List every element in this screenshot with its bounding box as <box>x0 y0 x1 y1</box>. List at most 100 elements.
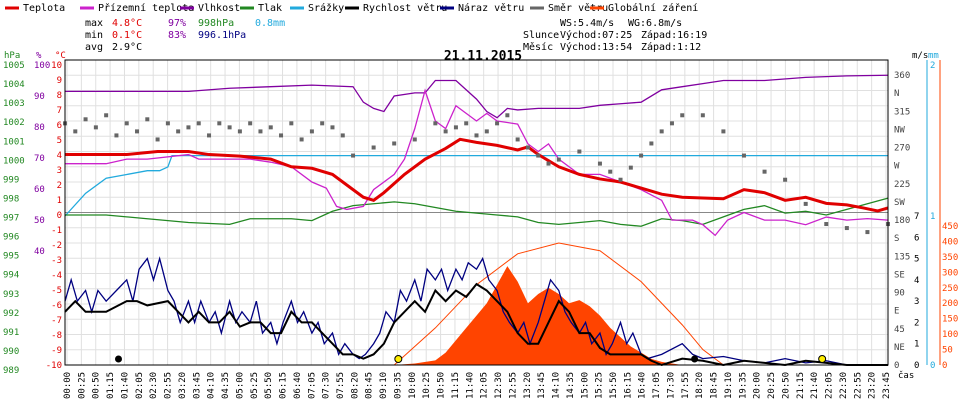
x-tick-57: 23:45 <box>882 372 892 399</box>
x-tick-34: 14:10 <box>552 372 562 399</box>
dir-point-48 <box>618 177 623 182</box>
tick-dir-14: 45 <box>894 325 905 335</box>
dir-point-39 <box>505 113 510 118</box>
tick-pct-5: 50 <box>34 216 45 226</box>
dir-point-43 <box>546 161 551 166</box>
dir-point-6 <box>124 121 129 126</box>
tick-hpa-1: 1004 <box>3 80 25 90</box>
tick-dir-4: 270 <box>894 144 910 154</box>
tick-c-9: 1 <box>57 196 62 206</box>
dir-point-33 <box>443 129 448 134</box>
tick-ms-0: 7 <box>914 212 919 222</box>
info-sun-set: Západ:16:19 <box>641 29 707 41</box>
legend-label-3: Tlak <box>258 3 282 14</box>
tick-c-8: 2 <box>57 181 62 191</box>
tick-c-0: 10 <box>51 61 62 71</box>
axes: 1005100410031002100110009999989979969959… <box>3 60 958 376</box>
axis-unit-mm: mm <box>928 51 939 61</box>
dir-point-41 <box>525 145 530 150</box>
tick-hpa-0: 1005 <box>3 61 25 71</box>
tick-rad-8: 50 <box>942 346 953 356</box>
tick-dir-7: SW <box>894 198 905 208</box>
x-tick-13: 05:25 <box>250 372 260 399</box>
tick-rad-2: 350 <box>942 253 958 263</box>
x-tick-55: 22:55 <box>853 372 863 399</box>
dir-point-29 <box>371 145 376 150</box>
x-tick-7: 02:55 <box>164 372 174 399</box>
x-tick-51: 21:15 <box>796 372 806 399</box>
dir-point-31 <box>412 137 417 142</box>
tick-mm-1: 1 <box>930 212 935 222</box>
tick-dir-11: SE <box>894 270 905 280</box>
tick-c-10: 0 <box>57 211 62 221</box>
tick-c-18: -8 <box>51 331 62 341</box>
axis-unit-hpa: hPa <box>4 51 20 61</box>
tick-c-13: -3 <box>51 256 62 266</box>
tick-hpa-5: 1000 <box>3 156 25 166</box>
tick-dir-3: NW <box>894 125 905 135</box>
series-sm-r-v-tru <box>63 113 890 235</box>
axis-unit-pct: % <box>36 51 42 61</box>
dir-point-59 <box>783 177 788 182</box>
axis-unit-c: °C <box>55 51 66 61</box>
info-wg: WG:6.8m/s <box>628 18 682 29</box>
dir-point-37 <box>484 129 489 134</box>
tick-hpa-16: 989 <box>3 366 19 376</box>
series-n-raz-v-tru <box>64 256 888 366</box>
tick-rad-3: 300 <box>942 268 958 278</box>
x-tick-35: 14:35 <box>566 372 576 399</box>
series-teplota <box>65 137 889 213</box>
dir-point-30 <box>392 141 397 146</box>
x-tick-54: 22:30 <box>839 372 849 399</box>
info-moon-label: Měsíc <box>523 41 553 53</box>
tick-dir-5: W <box>894 162 900 172</box>
x-tick-46: 19:10 <box>724 372 734 399</box>
x-tick-16: 06:40 <box>293 372 303 399</box>
tick-dir-15: NE <box>894 343 905 353</box>
x-tick-29: 12:05 <box>480 372 490 399</box>
dir-point-58 <box>762 169 767 174</box>
tick-hpa-6: 999 <box>3 175 19 185</box>
tick-c-16: -6 <box>51 301 62 311</box>
x-tick-44: 18:20 <box>695 372 705 399</box>
stats-min-press: 996.1hPa <box>198 30 246 41</box>
x-tick-42: 17:30 <box>666 372 676 399</box>
dir-point-49 <box>628 165 633 170</box>
x-tick-41: 17:05 <box>652 372 662 399</box>
tick-hpa-9: 996 <box>3 233 19 243</box>
legend: Teplota Přízemní teplota Vlhkost Tlak Srážky… <box>5 2 698 14</box>
tick-ms-1: 6 <box>914 233 919 243</box>
x-tick-17: 07:05 <box>307 372 317 399</box>
x-tick-0: 00:00 <box>63 372 73 399</box>
dir-point-20 <box>268 125 273 130</box>
tick-c-20: -10 <box>46 361 62 371</box>
info-moon-set: Západ:1:12 <box>641 41 701 53</box>
tick-rad-6: 150 <box>942 315 958 325</box>
dir-point-60 <box>803 201 808 206</box>
dir-point-44 <box>556 157 561 162</box>
stats-max-hum: 97% <box>168 18 186 29</box>
dir-point-42 <box>536 153 541 158</box>
tick-dir-0: 360 <box>894 71 910 81</box>
stats-max-rain: 0.8mm <box>255 18 285 29</box>
tick-c-6: 4 <box>57 151 62 161</box>
dir-point-9 <box>155 137 160 142</box>
legend-label-5: Rychlost větru <box>363 2 447 14</box>
dir-point-51 <box>649 141 654 146</box>
tick-pct-4: 60 <box>34 185 45 195</box>
x-tick-12: 05:00 <box>235 372 245 399</box>
x-tick-56: 23:20 <box>868 372 878 399</box>
tick-hpa-4: 1001 <box>3 137 25 147</box>
tick-mm-2: 0 <box>930 361 935 371</box>
sunrise-marker <box>394 355 403 363</box>
tick-dir-6: 225 <box>894 180 910 190</box>
legend-label-2: Vlhkost <box>198 3 240 14</box>
x-tick-39: 16:15 <box>623 372 633 399</box>
tick-hpa-15: 990 <box>3 347 19 357</box>
dir-point-10 <box>165 121 170 126</box>
x-tick-32: 13:20 <box>523 372 533 399</box>
tick-c-1: 9 <box>57 76 62 86</box>
x-tick-49: 20:25 <box>767 372 777 399</box>
